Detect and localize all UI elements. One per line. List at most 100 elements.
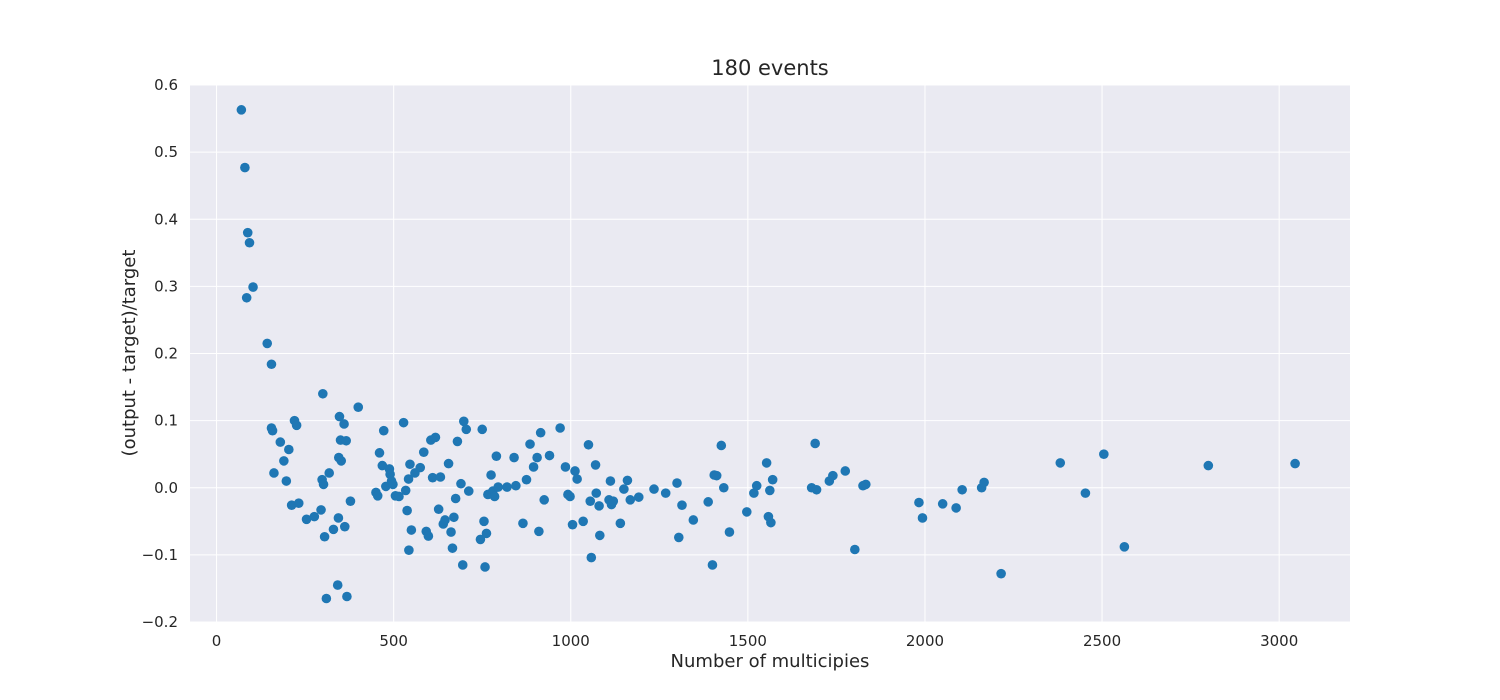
data-point: [248, 282, 258, 292]
data-point: [751, 480, 762, 491]
data-point: [378, 425, 389, 436]
data-point: [534, 526, 544, 537]
data-point: [339, 419, 349, 429]
data-point: [749, 488, 759, 498]
data-point: [262, 338, 273, 349]
data-point: [374, 448, 385, 458]
data-point: [479, 516, 489, 527]
data-point: [539, 495, 549, 505]
data-point: [318, 479, 329, 490]
data-point: [339, 521, 350, 532]
data-point: [951, 503, 961, 513]
data-point: [394, 491, 404, 502]
y-tick-label: 0.3: [154, 277, 178, 295]
data-point: [711, 470, 722, 481]
data-point: [615, 518, 626, 529]
data-point: [332, 580, 343, 590]
y-tick-label: 0.0: [154, 479, 178, 497]
data-point: [267, 425, 278, 436]
data-point: [293, 498, 304, 508]
data-point: [319, 531, 330, 542]
x-axis-ticks: 0 500 1000 1500 2000 2500 3000: [212, 632, 1298, 650]
data-point: [766, 517, 776, 528]
data-point: [565, 491, 575, 502]
x-axis-label: Number of multicipies: [671, 651, 870, 672]
data-point: [572, 474, 582, 484]
data-point: [649, 484, 659, 494]
data-point: [761, 458, 772, 468]
data-point: [525, 439, 535, 449]
y-tick-label: 0.4: [154, 210, 178, 228]
data-point: [937, 499, 948, 509]
data-point: [511, 480, 521, 491]
data-point: [443, 458, 454, 469]
data-point: [828, 470, 838, 481]
data-point: [1099, 449, 1109, 459]
data-point: [1203, 460, 1214, 471]
data-point: [291, 420, 302, 431]
data-point: [677, 500, 687, 511]
data-point: [622, 475, 633, 486]
data-points: [236, 105, 1300, 604]
data-point: [595, 530, 605, 541]
data-point: [372, 491, 383, 501]
data-point: [447, 543, 458, 553]
data-point: [619, 484, 629, 494]
data-point: [324, 468, 335, 478]
data-point: [811, 484, 822, 495]
data-point: [423, 531, 434, 541]
data-point: [236, 105, 247, 115]
data-point: [456, 478, 466, 489]
y-tick-label: 0.5: [154, 143, 178, 161]
x-tick-label: 1000: [552, 632, 590, 650]
data-point: [489, 491, 500, 502]
data-point: [502, 482, 512, 492]
data-point: [957, 484, 967, 495]
x-tick-label: 1500: [729, 632, 767, 650]
data-point: [241, 292, 252, 303]
data-point: [244, 237, 255, 248]
data-point: [591, 488, 602, 498]
data-point: [765, 485, 775, 496]
data-point: [242, 227, 253, 238]
data-point: [240, 162, 250, 173]
data-point: [724, 527, 735, 537]
data-point: [672, 478, 682, 488]
data-point: [281, 476, 292, 486]
data-point: [336, 456, 347, 466]
data-point: [1119, 542, 1130, 552]
data-point: [707, 560, 718, 570]
data-point: [446, 527, 456, 537]
data-point: [1080, 488, 1091, 498]
data-point: [850, 544, 860, 555]
data-point: [532, 452, 542, 463]
data-point: [570, 466, 580, 476]
y-axis-label: (output - target)/target: [119, 250, 140, 457]
data-point: [979, 477, 989, 488]
data-point: [433, 504, 444, 515]
data-point: [404, 545, 414, 555]
data-point: [586, 552, 597, 563]
data-point: [316, 505, 326, 515]
chart-title: 180 events: [711, 56, 829, 80]
data-point: [457, 560, 468, 570]
data-point: [345, 496, 356, 506]
data-point: [718, 482, 729, 493]
data-point: [341, 435, 352, 446]
data-point: [608, 496, 619, 506]
data-point: [477, 424, 488, 435]
data-point: [1055, 458, 1066, 468]
data-point: [486, 470, 496, 480]
data-point: [583, 439, 594, 450]
y-tick-label: 0.2: [154, 345, 178, 363]
data-point: [767, 474, 778, 485]
x-tick-label: 3000: [1260, 632, 1298, 650]
data-point: [275, 437, 286, 447]
data-point: [284, 444, 294, 455]
data-point: [840, 466, 851, 476]
data-point: [279, 456, 289, 466]
y-tick-label: 0.1: [154, 412, 178, 430]
data-point: [418, 447, 429, 457]
x-tick-label: 2000: [906, 632, 944, 650]
